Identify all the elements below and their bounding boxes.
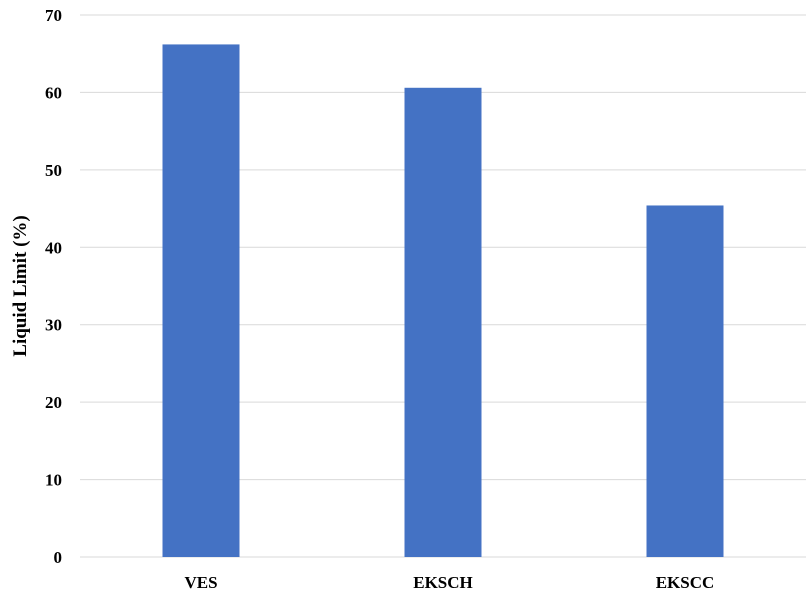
y-tick-label: 40 [45, 238, 62, 257]
x-tick-label-eksch: EKSCH [413, 573, 473, 592]
y-tick-label: 70 [45, 6, 62, 25]
x-tick-label-ekscc: EKSCC [656, 573, 715, 592]
y-tick-label: 10 [45, 471, 62, 490]
bar-ves [163, 44, 240, 557]
x-tick-label-ves: VES [184, 573, 217, 592]
y-tick-label: 0 [54, 548, 63, 567]
y-tick-label: 30 [45, 316, 62, 335]
y-tick-label: 20 [45, 393, 62, 412]
y-tick-label: 60 [45, 83, 62, 102]
bar-eksch [405, 88, 482, 557]
bars [163, 44, 724, 557]
y-tick-labels: 0 10 20 30 40 50 60 70 [45, 6, 62, 567]
x-tick-labels: VES EKSCH EKSCC [184, 573, 714, 592]
y-axis-title: Liquid Limit (%) [10, 215, 31, 356]
y-tick-label: 50 [45, 161, 62, 180]
bar-ekscc [647, 205, 724, 557]
